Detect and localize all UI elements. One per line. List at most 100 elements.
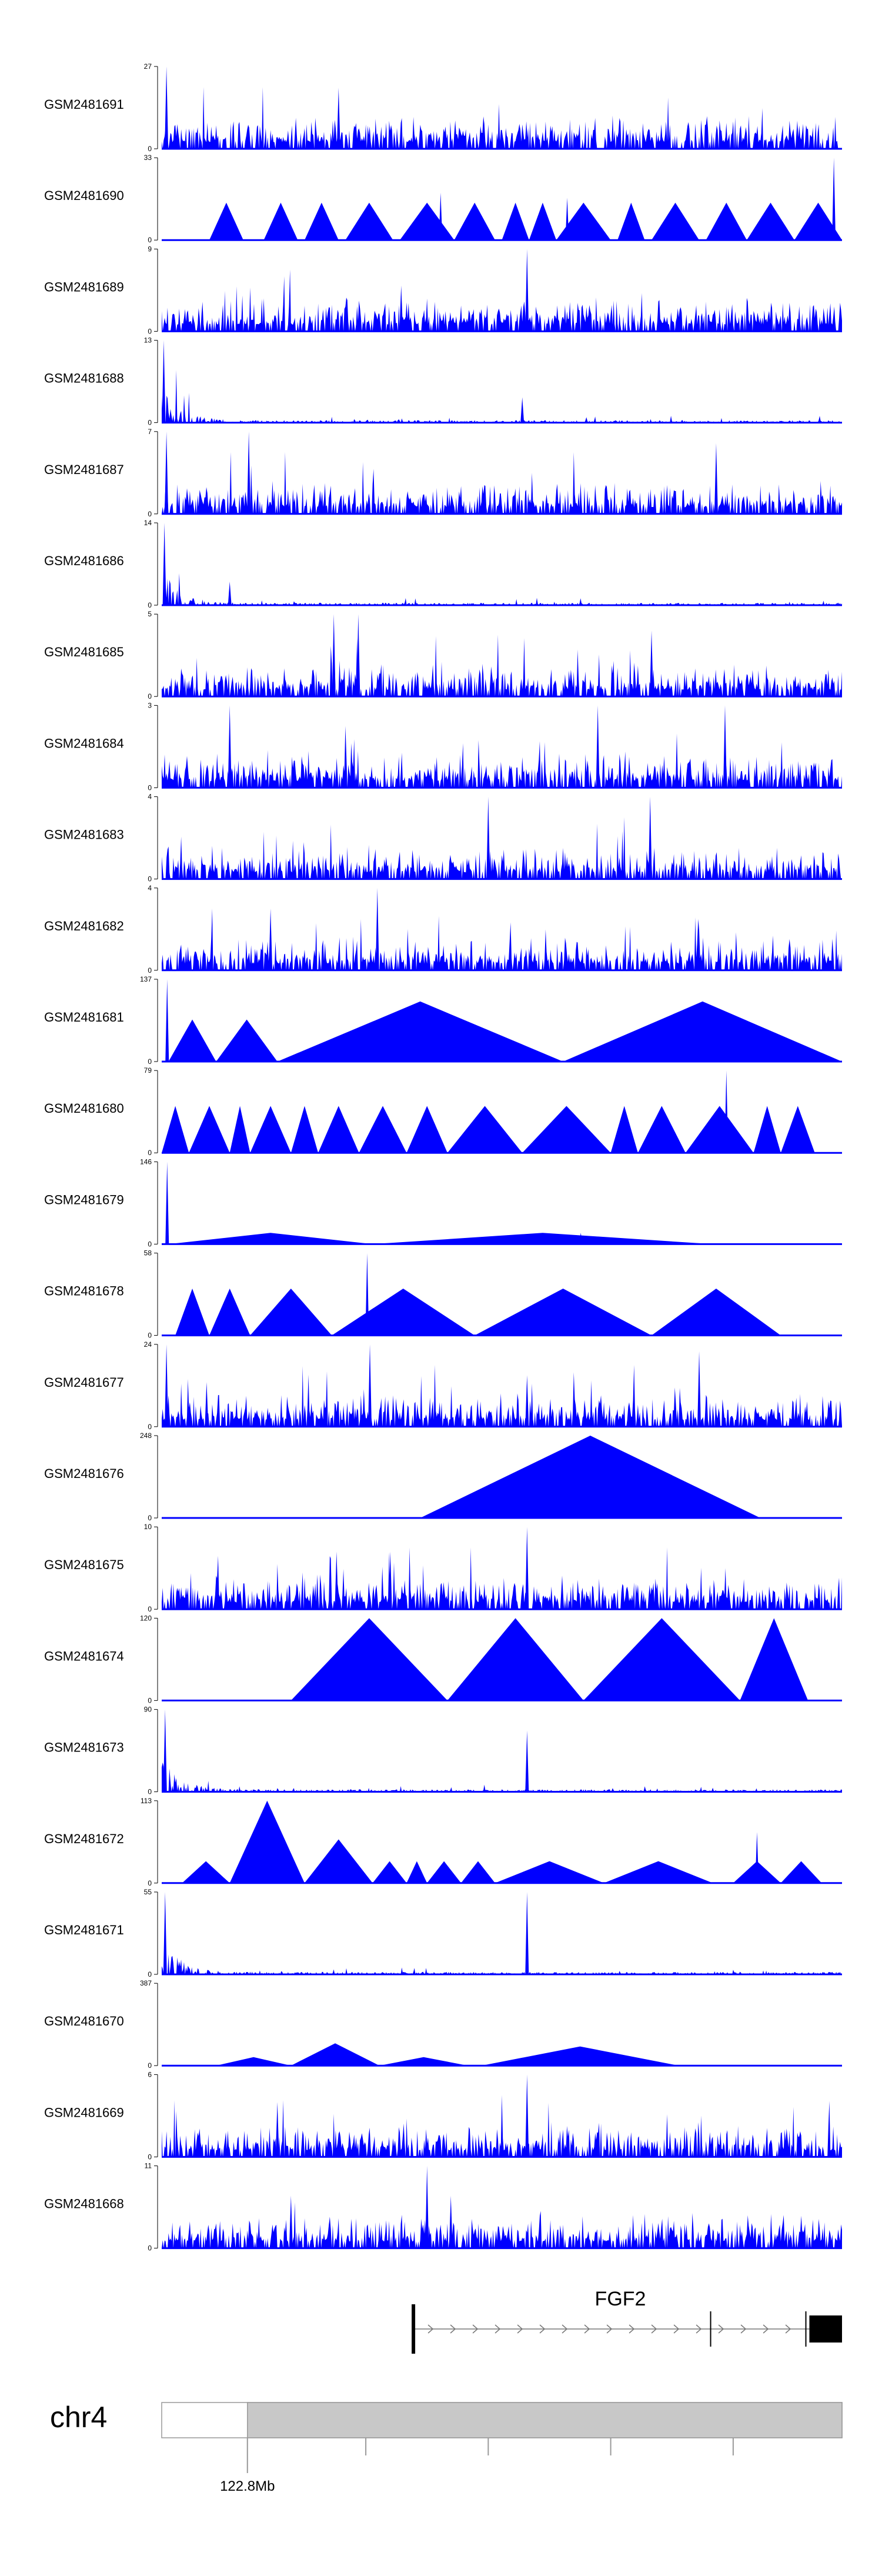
y-tick-label-max: 9 bbox=[148, 245, 152, 253]
y-tick-label-max: 33 bbox=[144, 154, 152, 162]
signal-peak bbox=[520, 397, 524, 423]
strand-arrow bbox=[584, 2324, 590, 2334]
track-label: GSM2481673 bbox=[44, 1740, 124, 1755]
signal-peak bbox=[565, 198, 569, 241]
track-GSM2481677: GSM2481677 24 0 bbox=[44, 1340, 842, 1431]
track-label: GSM2481669 bbox=[44, 2105, 124, 2120]
signal-peak bbox=[375, 887, 379, 970]
signal-area bbox=[162, 87, 842, 149]
signal-peak bbox=[365, 1253, 369, 1336]
signal-triangle bbox=[495, 1861, 604, 1883]
gene-exon bbox=[412, 2304, 416, 2354]
signal-area bbox=[162, 2202, 842, 2248]
track-label: GSM2481691 bbox=[44, 97, 124, 112]
signal-triangle bbox=[189, 1106, 230, 1153]
signal-triangle bbox=[556, 202, 611, 241]
signal-triangle bbox=[168, 1019, 216, 1062]
signal-area bbox=[162, 452, 842, 514]
strand-arrow bbox=[629, 2324, 635, 2334]
y-tick-label-max: 3 bbox=[148, 701, 152, 709]
gene-exon bbox=[809, 2315, 842, 2343]
signal-peak bbox=[228, 705, 232, 788]
track-label: GSM2481684 bbox=[44, 736, 124, 750]
track-GSM2481686: GSM2481686 14 0 bbox=[44, 519, 842, 609]
signal-triangle bbox=[168, 1233, 373, 1244]
signal-triangle bbox=[447, 1106, 523, 1153]
signal-peak bbox=[723, 705, 727, 788]
y-tick-label-max: 90 bbox=[144, 1706, 152, 1714]
y-tick-label-min: 0 bbox=[148, 1696, 152, 1704]
y-tick-label-min: 0 bbox=[148, 1423, 152, 1431]
track-GSM2481687: GSM2481687 7 0 bbox=[44, 428, 842, 518]
signal-peak bbox=[356, 614, 360, 697]
y-tick-label-min: 0 bbox=[148, 1057, 152, 1066]
signal-triangle bbox=[604, 1861, 713, 1883]
track-label: GSM2481689 bbox=[44, 279, 124, 294]
track-GSM2481672: GSM2481672 113 0 bbox=[44, 1797, 842, 1887]
y-tick-label-max: 248 bbox=[140, 1432, 152, 1440]
y-tick-label-max: 27 bbox=[144, 62, 152, 71]
signal-peak bbox=[269, 908, 273, 970]
ideogram-track: chr4 122.8Mb bbox=[50, 2401, 843, 2494]
signal-peak bbox=[165, 979, 169, 1062]
signal-peak bbox=[336, 88, 340, 149]
track-label: GSM2481668 bbox=[44, 2197, 124, 2211]
y-tick-label-min: 0 bbox=[148, 1149, 152, 1157]
signal-peak bbox=[205, 1382, 209, 1427]
y-tick-label-max: 14 bbox=[144, 519, 152, 527]
strand-arrow bbox=[763, 2324, 769, 2334]
track-label: GSM2481680 bbox=[44, 1101, 124, 1116]
strand-arrow bbox=[472, 2324, 479, 2334]
strand-arrow bbox=[427, 2324, 434, 2334]
signal-peak bbox=[399, 285, 403, 332]
signal-area bbox=[162, 370, 842, 423]
signal-peak bbox=[165, 1162, 169, 1244]
signal-peak bbox=[714, 443, 718, 514]
signal-area bbox=[162, 1943, 842, 1974]
signal-peak bbox=[165, 431, 169, 514]
signal-peak bbox=[275, 2102, 279, 2157]
signal-triangle bbox=[162, 1106, 189, 1153]
track-label: GSM2481677 bbox=[44, 1375, 124, 1390]
signal-triangle bbox=[740, 1618, 808, 1701]
y-tick-label-min: 0 bbox=[148, 1240, 152, 1248]
signal-triangle bbox=[753, 1106, 781, 1153]
signal-peak bbox=[755, 1832, 759, 1883]
y-tick-label-min: 0 bbox=[148, 236, 152, 244]
signal-peak bbox=[335, 1551, 339, 1610]
signal-peak bbox=[162, 523, 166, 605]
signal-peak bbox=[439, 192, 443, 241]
track-label: GSM2481670 bbox=[44, 2014, 124, 2028]
signal-triangle bbox=[304, 202, 339, 241]
y-tick-label-max: 137 bbox=[140, 975, 152, 983]
signal-triangle bbox=[216, 2057, 291, 2066]
signal-peak bbox=[579, 1233, 583, 1244]
signal-peak bbox=[525, 249, 529, 332]
y-tick-label-max: 58 bbox=[144, 1249, 152, 1257]
track-label: GSM2481674 bbox=[44, 1649, 124, 1663]
signal-area bbox=[162, 635, 842, 697]
signal-area bbox=[162, 1547, 842, 1610]
signal-triangle bbox=[399, 202, 455, 241]
y-tick-label-min: 0 bbox=[148, 1788, 152, 1796]
y-tick-label-max: 10 bbox=[144, 1523, 152, 1531]
signal-triangle bbox=[481, 2046, 679, 2066]
signal-triangle bbox=[447, 1618, 584, 1701]
strand-arrow bbox=[539, 2324, 546, 2334]
signal-triangle bbox=[747, 202, 795, 241]
signal-peak bbox=[228, 582, 232, 605]
coverage-tracks: GSM2481691270GSM2481690330GSM248168990GS… bbox=[44, 62, 842, 2253]
y-tick-label-min: 0 bbox=[148, 510, 152, 518]
signal-peak bbox=[596, 705, 600, 788]
signal-area bbox=[162, 817, 842, 879]
signal-triangle bbox=[563, 1001, 842, 1062]
track-GSM2481671: GSM2481671 55 0 bbox=[44, 1888, 842, 1978]
y-tick-label-min: 0 bbox=[148, 875, 152, 883]
y-tick-label-min: 0 bbox=[148, 2153, 152, 2161]
signal-peak bbox=[524, 121, 529, 149]
signal-triangle bbox=[250, 1288, 332, 1336]
track-GSM2481690: GSM2481690 33 0 bbox=[44, 154, 842, 244]
signal-peak bbox=[486, 796, 490, 879]
signal-triangle bbox=[637, 1106, 686, 1153]
signal-peak bbox=[162, 340, 166, 423]
